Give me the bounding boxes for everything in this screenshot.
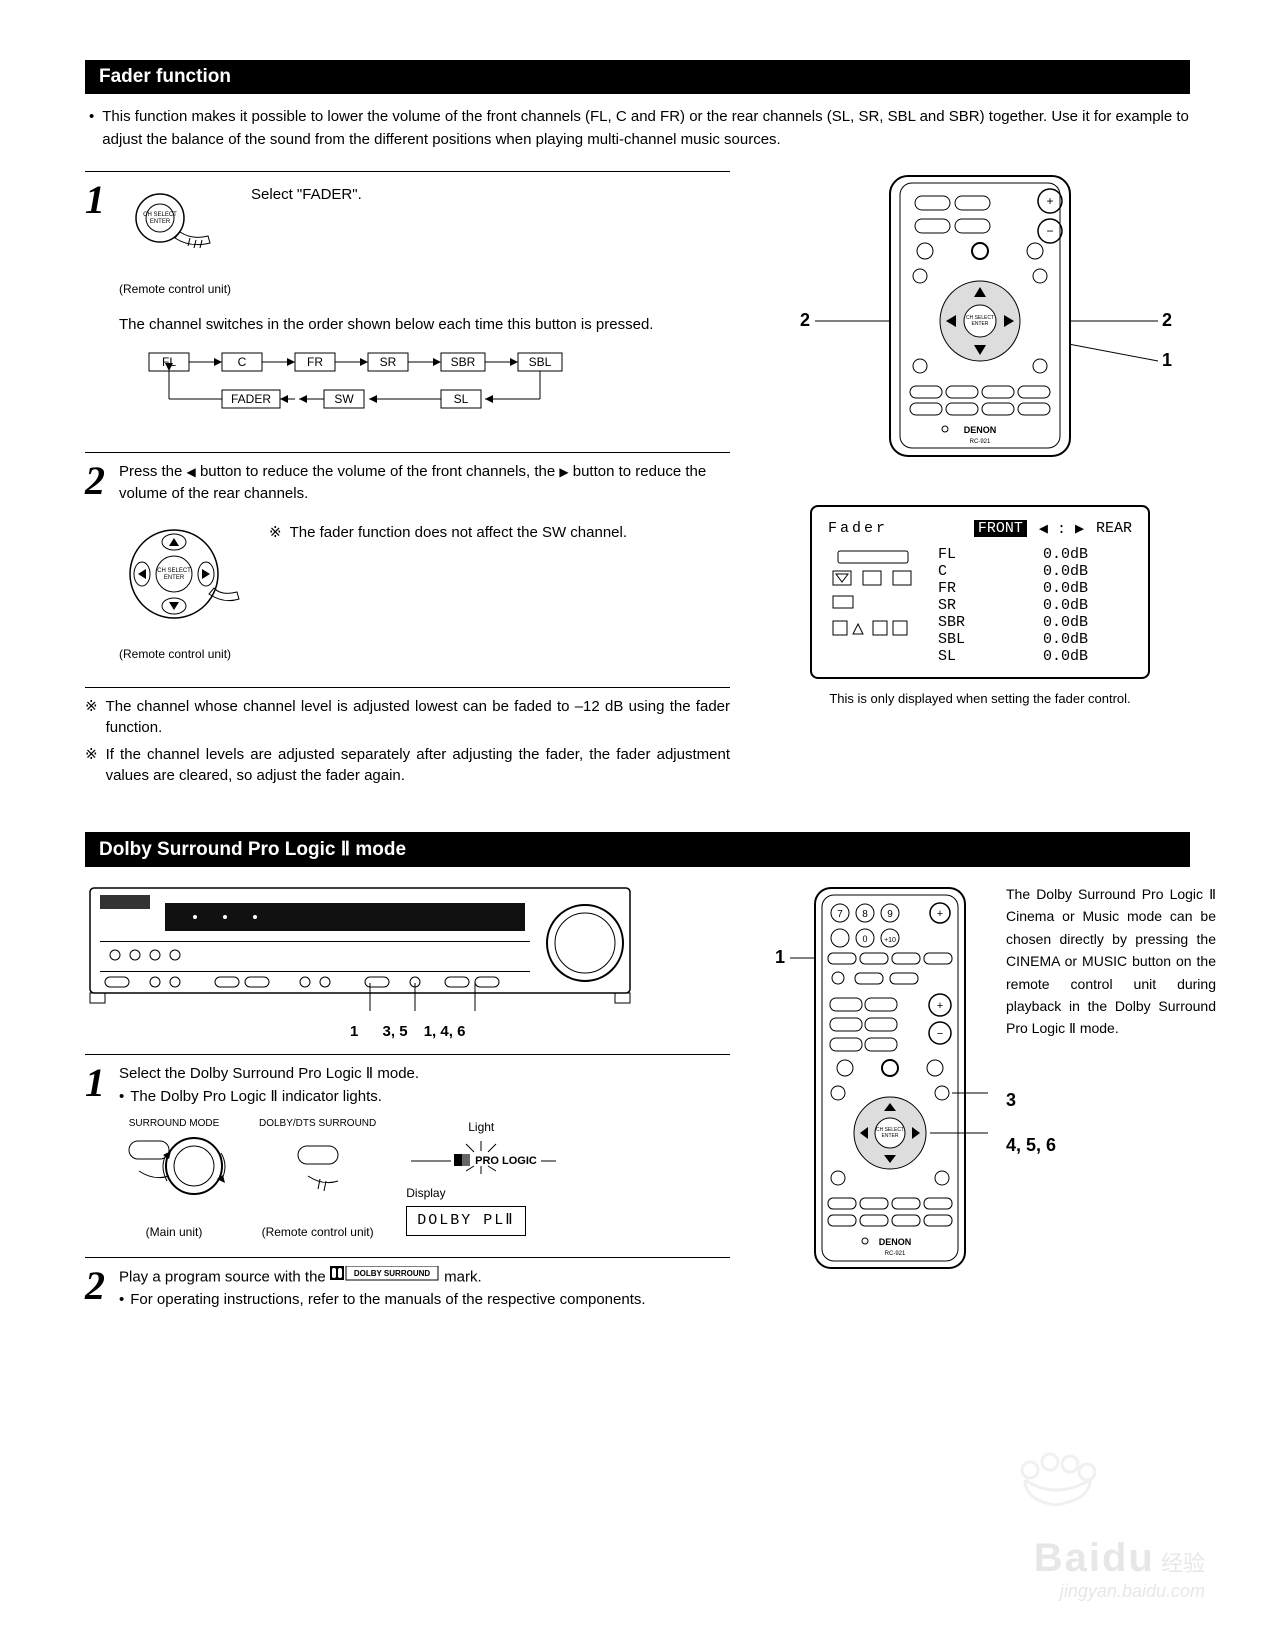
note-symbol: ※ bbox=[85, 744, 98, 786]
prologic-step1-text: Select the Dolby Surround Pro Logic Ⅱ mo… bbox=[119, 1063, 730, 1086]
svg-text:9: 9 bbox=[887, 909, 893, 920]
prologic-step2-b: mark. bbox=[444, 1268, 482, 1285]
svg-text:SBR: SBR bbox=[451, 355, 476, 369]
step2-text-a: Press the bbox=[119, 463, 187, 480]
step-number-2: 2 bbox=[85, 461, 105, 672]
av-receiver-illustration bbox=[85, 883, 730, 1017]
fader-intro-text: This function makes it possible to lower… bbox=[102, 106, 1190, 151]
note-symbol: ※ bbox=[85, 696, 98, 738]
fader-value-column: 0.0dB 0.0dB 0.0dB 0.0dB 0.0dB 0.0dB 0.0d… bbox=[1018, 546, 1088, 665]
fader-section-header: Fader function bbox=[85, 60, 1190, 94]
svg-text:+: + bbox=[937, 1000, 943, 1012]
svg-text:CH SELECT: CH SELECT bbox=[157, 568, 191, 574]
bullet-dot: • bbox=[89, 106, 94, 151]
svg-text:ENTER: ENTER bbox=[150, 219, 171, 225]
svg-text:ENTER: ENTER bbox=[164, 575, 185, 581]
prologic-step1-bullet: The Dolby Pro Logic Ⅱ indicator lights. bbox=[130, 1086, 382, 1109]
left-triangle-icon bbox=[187, 463, 196, 480]
fader-display-front: FRONT bbox=[974, 520, 1027, 537]
prologic-indicator: Light PRO LOGIC bbox=[406, 1118, 556, 1236]
prologic-step-1: 1 bbox=[85, 1063, 105, 1241]
svg-text:ENTER: ENTER bbox=[882, 1133, 899, 1139]
svg-text:DOLBY SURROUND: DOLBY SURROUND bbox=[354, 1269, 431, 1278]
step1-note: The channel switches in the order shown … bbox=[119, 314, 730, 337]
svg-text:SBL: SBL bbox=[529, 355, 552, 369]
svg-text:ENTER: ENTER bbox=[972, 321, 989, 327]
svg-text:+: + bbox=[937, 908, 943, 920]
step2-note: The fader function does not affect the S… bbox=[290, 522, 627, 543]
fader-display-icons bbox=[828, 546, 918, 665]
step-number-1: 1 bbox=[85, 180, 105, 436]
note-symbol: ※ bbox=[269, 522, 282, 543]
svg-text:+10: +10 bbox=[884, 937, 896, 944]
fader-lcd-display: Fader FRONT ◀ : ▶ REAR bbox=[810, 505, 1150, 679]
prologic-step2-a: Play a program source with the bbox=[119, 1268, 330, 1285]
fader-channel-column: FL C FR SR SBR SBL SL bbox=[938, 546, 998, 665]
svg-text:0: 0 bbox=[862, 934, 867, 944]
dolby-surround-mark: DOLBY SURROUND bbox=[330, 1266, 440, 1290]
callout-456: 4, 5, 6 bbox=[1006, 1135, 1216, 1156]
svg-text:SW: SW bbox=[334, 392, 354, 406]
fader-note-2: If the channel levels are adjusted separ… bbox=[106, 744, 730, 786]
watermark: Baidu 经验 jingyan.baidu.com bbox=[1005, 1450, 1205, 1602]
receiver-callout-labels: 1 3, 5 1, 4, 6 bbox=[85, 1023, 730, 1040]
svg-text:CH SELECT: CH SELECT bbox=[143, 212, 177, 218]
svg-text:−: − bbox=[1046, 224, 1053, 238]
svg-text:SR: SR bbox=[380, 355, 397, 369]
svg-text:SL: SL bbox=[454, 392, 469, 406]
svg-text:FADER: FADER bbox=[231, 392, 271, 406]
prologic-remote-illustration: 1 7 8 9 + 0 +10 bbox=[770, 883, 990, 1328]
prologic-note-box: The Dolby Surround Pro Logic Ⅱ Cinema or… bbox=[1006, 883, 1216, 1040]
svg-text:RC-921: RC-921 bbox=[885, 1251, 906, 1257]
surround-mode-knob: SURROUND MODE (Main unit) bbox=[119, 1118, 229, 1241]
svg-text:RC-921: RC-921 bbox=[970, 439, 991, 445]
fader-intro: • This function makes it possible to low… bbox=[85, 106, 1190, 151]
svg-text:1: 1 bbox=[775, 947, 785, 967]
remote-dpad-illustration: CH SELECT ENTER (Remote control unit) bbox=[119, 524, 249, 664]
prologic-step2-bullet: For operating instructions, refer to the… bbox=[130, 1289, 645, 1312]
fader-display-title: Fader bbox=[828, 520, 888, 537]
remote-caption-1: (Remote control unit) bbox=[119, 280, 231, 298]
fader-note-1: The channel whose channel level is adjus… bbox=[106, 696, 730, 738]
svg-text:DENON: DENON bbox=[879, 1237, 912, 1247]
fader-display-arrows: ◀ : ▶ bbox=[1039, 519, 1084, 538]
step1-title: Select "FADER". bbox=[251, 180, 362, 306]
svg-text:DENON: DENON bbox=[964, 425, 997, 435]
svg-text:2: 2 bbox=[1162, 310, 1172, 330]
dolby-display-lcd: DOLBY PLⅡ bbox=[406, 1206, 525, 1237]
prologic-section-header: Dolby Surround Pro Logic Ⅱ mode bbox=[85, 832, 1190, 867]
right-triangle-icon bbox=[559, 463, 568, 480]
svg-text:1: 1 bbox=[1162, 350, 1172, 370]
fader-display-caption: This is only displayed when setting the … bbox=[770, 691, 1190, 706]
svg-text:7: 7 bbox=[837, 909, 843, 920]
svg-text:PRO LOGIC: PRO LOGIC bbox=[475, 1155, 537, 1167]
prologic-step-2: 2 bbox=[85, 1266, 105, 1312]
channel-flow-diagram: FL C FR SR SBR SBL bbox=[119, 348, 730, 424]
svg-text:C: C bbox=[238, 355, 247, 369]
fader-display-rear: REAR bbox=[1096, 520, 1132, 537]
remote-full-illustration: 2 2 1 + − bbox=[770, 171, 1190, 475]
dolby-dts-button: DOLBY/DTS SURROUND (Remote control unit) bbox=[259, 1118, 376, 1241]
svg-text:−: − bbox=[937, 1028, 943, 1040]
svg-text:FR: FR bbox=[307, 355, 323, 369]
svg-text:2: 2 bbox=[800, 310, 810, 330]
svg-text:8: 8 bbox=[862, 909, 868, 920]
step2-text-b: button to reduce the volume of the front… bbox=[200, 463, 559, 480]
remote-enter-illustration: CH SELECT ENTER (Remote control unit) bbox=[119, 188, 231, 298]
remote-caption-2: (Remote control unit) bbox=[119, 645, 249, 663]
svg-text:+: + bbox=[1046, 194, 1053, 208]
callout-3: 3 bbox=[1006, 1090, 1216, 1111]
